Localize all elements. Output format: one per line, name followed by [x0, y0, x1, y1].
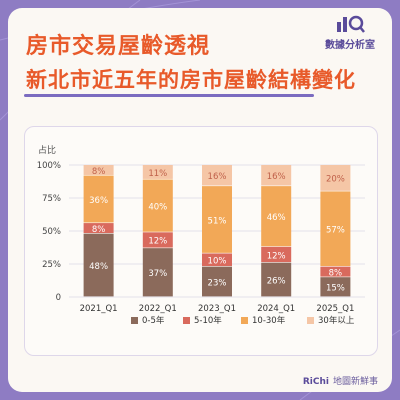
- bar-segment: [142, 232, 173, 248]
- bar-segment: [320, 191, 351, 267]
- logo-text: 數據分析室: [325, 40, 375, 51]
- bar-segment: [320, 277, 351, 297]
- data-label: 8%: [92, 167, 106, 177]
- y-tick-label: 25%: [42, 260, 61, 270]
- data-label: 11%: [148, 169, 167, 179]
- y-axis-label: 占比: [38, 144, 56, 156]
- data-label: 16%: [208, 172, 227, 182]
- data-label: 15%: [326, 284, 345, 294]
- bar-segment: [261, 186, 292, 247]
- bar-segment: [142, 179, 173, 232]
- data-label: 26%: [267, 276, 286, 286]
- bar-segment: [202, 266, 232, 297]
- data-label: 36%: [89, 196, 108, 206]
- data-label: 8%: [329, 268, 343, 278]
- footer-text: 地圖新鮮事: [332, 377, 378, 387]
- data-label: 51%: [208, 216, 227, 226]
- footer-brand: RiChi: [302, 377, 329, 387]
- bar-segment: [83, 165, 114, 175]
- bar-chart-magnifier-icon: [337, 15, 365, 33]
- x-tick-label: 2025_Q1: [316, 304, 354, 314]
- x-tick-label: 2021_Q1: [80, 304, 118, 314]
- y-tick-label: 50%: [42, 227, 61, 237]
- legend-label: 5-10年: [194, 315, 222, 326]
- data-label: 23%: [208, 278, 227, 288]
- x-tick-label: 2023_Q1: [198, 304, 236, 314]
- chart-panel: 占比 0 25% 50% 75% 100% 48% 8% 36% 8% 2021_Q1 37% 12% 4…: [24, 126, 378, 356]
- data-label: 57%: [326, 226, 345, 236]
- data-label: 46%: [267, 213, 286, 223]
- bar-segment: [83, 233, 114, 297]
- bar-segment: [142, 165, 173, 179]
- subtitle-underline: [24, 94, 314, 97]
- legend-label: 30年以上: [318, 315, 355, 326]
- y-tick-label: 100%: [37, 161, 61, 171]
- data-label: 8%: [92, 225, 106, 235]
- legend-swatch: [131, 317, 138, 324]
- stacked-bar-chart: 占比 0 25% 50% 75% 100% 48% 8% 36% 8% 2021_Q1 37% 12% 4…: [37, 144, 365, 326]
- data-label: 12%: [148, 237, 167, 247]
- bar-segment: [83, 175, 114, 223]
- legend-label: 10-30年: [252, 315, 286, 326]
- bar-segment: [202, 165, 232, 186]
- bar-segment: [261, 262, 292, 297]
- bar-segment: [320, 165, 351, 191]
- bar-segment: [83, 223, 114, 234]
- footer: RiChi 地圖新鮮事: [303, 374, 378, 387]
- data-label: 20%: [326, 175, 345, 185]
- x-tick-label: 2024_Q1: [257, 304, 295, 314]
- data-label: 10%: [208, 257, 227, 267]
- data-label: 12%: [267, 251, 286, 261]
- bar-segment: [261, 246, 292, 263]
- x-tick-label: 2022_Q1: [139, 304, 177, 314]
- data-label: 16%: [267, 172, 286, 182]
- y-tick-label: 0: [56, 293, 61, 303]
- data-label: 48%: [89, 262, 108, 272]
- legend-swatch: [241, 317, 248, 324]
- data-label: 37%: [148, 269, 167, 279]
- page-subtitle: 新北市近五年的房市屋齡結構變化: [26, 68, 356, 92]
- bar-segment: [261, 165, 292, 186]
- legend-swatch: [307, 317, 314, 324]
- bar-segment: [202, 253, 232, 267]
- bar-segment: [202, 186, 232, 253]
- data-label: 40%: [148, 202, 167, 212]
- page-title: 房市交易屋齡透視: [26, 34, 211, 59]
- legend-label: 0-5年: [142, 315, 165, 326]
- legend-swatch: [183, 317, 190, 324]
- y-tick-label: 75%: [42, 194, 61, 204]
- bar-segment: [142, 248, 173, 297]
- logo: 數據分析室: [322, 14, 378, 51]
- bar-segment: [320, 266, 351, 277]
